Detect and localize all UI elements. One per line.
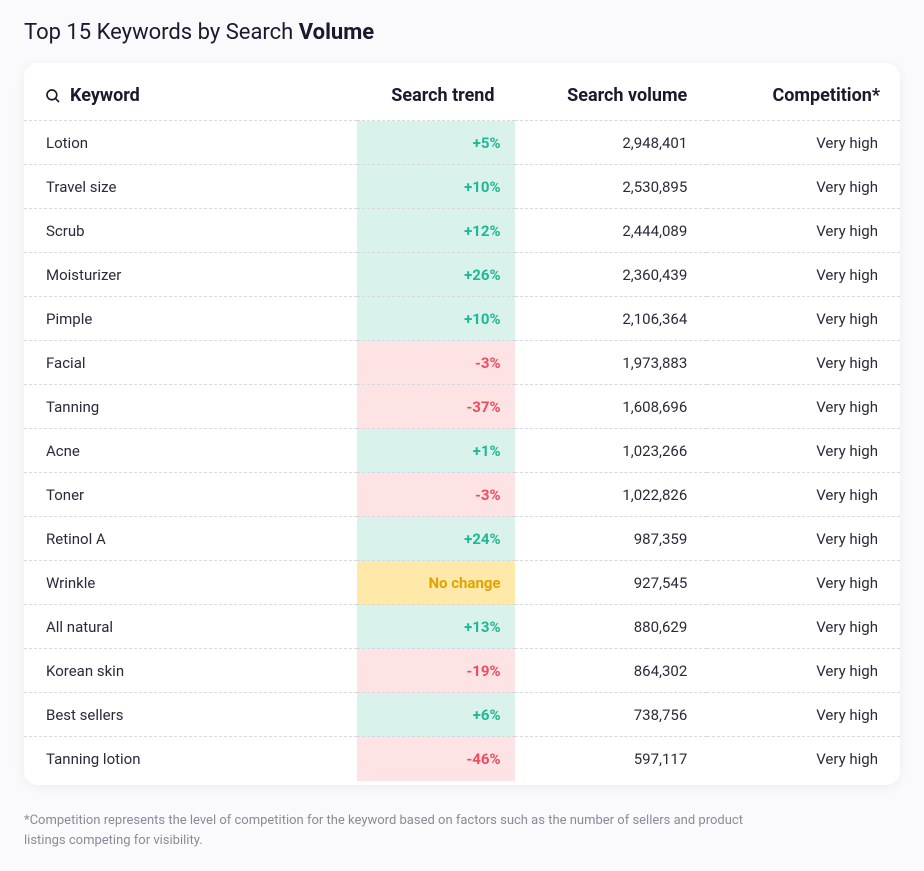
cell-volume: 987,359 [515,517,708,561]
table-row: Pimple+10%2,106,364Very high [24,297,900,341]
header-competition: Competition* [707,71,900,121]
cell-volume: 1,023,266 [515,429,708,473]
competition-footnote: *Competition represents the level of com… [24,811,784,851]
cell-volume: 2,360,439 [515,253,708,297]
title-prefix: Top 15 Keywords by Search [24,20,299,45]
keywords-card: Keyword Search trend Search volume Compe… [24,63,900,785]
cell-keyword: Travel size [24,165,357,209]
cell-keyword: Acne [24,429,357,473]
cell-competition: Very high [707,429,900,473]
cell-competition: Very high [707,253,900,297]
cell-competition: Very high [707,473,900,517]
cell-trend: +5% [357,121,515,165]
cell-keyword: Retinol A [24,517,357,561]
cell-volume: 2,106,364 [515,297,708,341]
cell-competition: Very high [707,693,900,737]
cell-volume: 1,973,883 [515,341,708,385]
cell-competition: Very high [707,165,900,209]
cell-keyword: Pimple [24,297,357,341]
header-volume: Search volume [515,71,708,121]
cell-trend: +6% [357,693,515,737]
cell-trend: +1% [357,429,515,473]
cell-keyword: Moisturizer [24,253,357,297]
cell-keyword: Best sellers [24,693,357,737]
cell-competition: Very high [707,209,900,253]
cell-trend: +13% [357,605,515,649]
cell-competition: Very high [707,297,900,341]
cell-keyword: Lotion [24,121,357,165]
table-row: Korean skin-19%864,302Very high [24,649,900,693]
cell-volume: 2,530,895 [515,165,708,209]
table-row: Lotion+5%2,948,401Very high [24,121,900,165]
table-row: Retinol A+24%987,359Very high [24,517,900,561]
table-row: Acne+1%1,023,266Very high [24,429,900,473]
cell-keyword: All natural [24,605,357,649]
cell-volume: 927,545 [515,561,708,605]
page-title: Top 15 Keywords by Search Volume [24,20,900,45]
cell-competition: Very high [707,649,900,693]
table-row: Moisturizer+26%2,360,439Very high [24,253,900,297]
cell-trend: -3% [357,473,515,517]
cell-competition: Very high [707,517,900,561]
table-row: Tanning lotion-46%597,117Very high [24,737,900,781]
header-trend: Search trend [357,71,515,121]
table-row: Scrub+12%2,444,089Very high [24,209,900,253]
cell-keyword: Tanning [24,385,357,429]
keywords-table: Keyword Search trend Search volume Compe… [24,71,900,781]
cell-trend: -3% [357,341,515,385]
cell-keyword: Facial [24,341,357,385]
table-row: Toner-3%1,022,826Very high [24,473,900,517]
table-row: All natural+13%880,629Very high [24,605,900,649]
cell-trend: -46% [357,737,515,781]
cell-competition: Very high [707,121,900,165]
cell-keyword: Wrinkle [24,561,357,605]
title-bold: Volume [299,20,374,45]
cell-trend: +10% [357,165,515,209]
cell-trend: -37% [357,385,515,429]
table-row: Travel size+10%2,530,895Very high [24,165,900,209]
table-row: WrinkleNo change927,545Very high [24,561,900,605]
header-keyword-label: Keyword [70,85,140,106]
search-icon [44,87,62,105]
cell-trend: -19% [357,649,515,693]
cell-volume: 597,117 [515,737,708,781]
cell-trend: No change [357,561,515,605]
table-row: Tanning-37%1,608,696Very high [24,385,900,429]
cell-volume: 864,302 [515,649,708,693]
cell-volume: 880,629 [515,605,708,649]
cell-keyword: Tanning lotion [24,737,357,781]
cell-trend: +24% [357,517,515,561]
cell-competition: Very high [707,385,900,429]
cell-volume: 738,756 [515,693,708,737]
cell-competition: Very high [707,561,900,605]
cell-volume: 1,608,696 [515,385,708,429]
cell-competition: Very high [707,605,900,649]
table-row: Facial-3%1,973,883Very high [24,341,900,385]
cell-volume: 1,022,826 [515,473,708,517]
cell-trend: +10% [357,297,515,341]
cell-volume: 2,948,401 [515,121,708,165]
cell-competition: Very high [707,737,900,781]
cell-trend: +12% [357,209,515,253]
cell-keyword: Scrub [24,209,357,253]
cell-trend: +26% [357,253,515,297]
cell-keyword: Toner [24,473,357,517]
table-row: Best sellers+6%738,756Very high [24,693,900,737]
table-header-row: Keyword Search trend Search volume Compe… [24,71,900,121]
cell-volume: 2,444,089 [515,209,708,253]
cell-competition: Very high [707,341,900,385]
cell-keyword: Korean skin [24,649,357,693]
header-keyword: Keyword [24,71,357,121]
